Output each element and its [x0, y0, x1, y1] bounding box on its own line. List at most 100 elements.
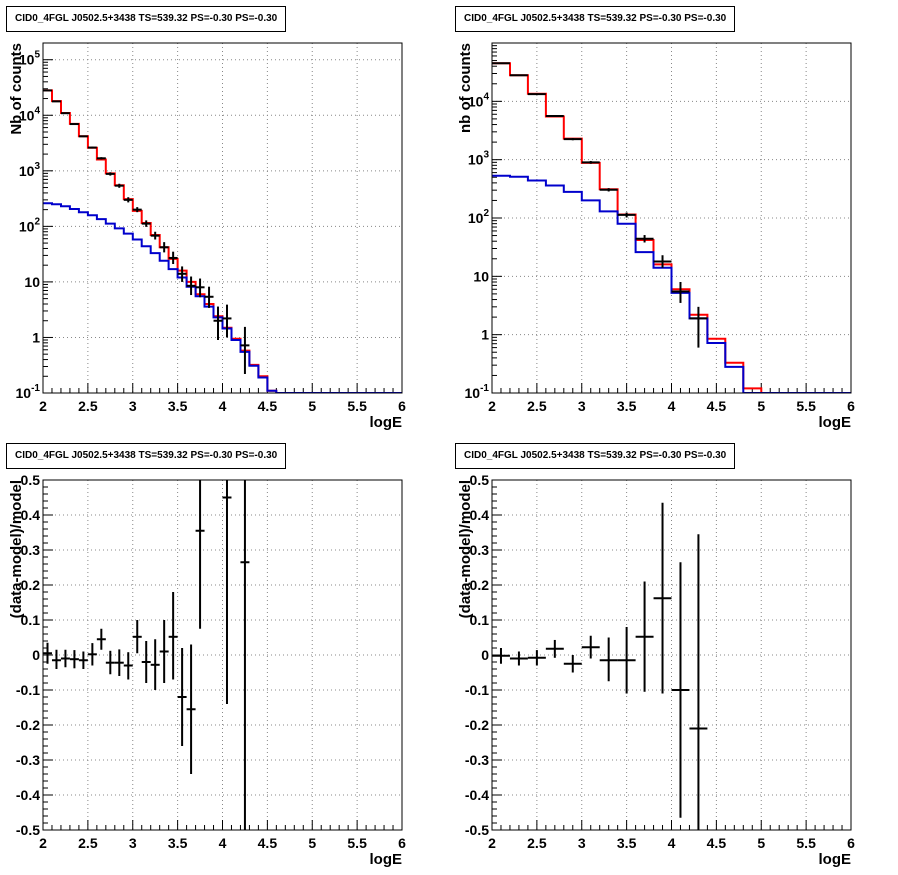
y-tick-label: 103 — [468, 150, 490, 168]
data-point — [653, 502, 672, 694]
data-point — [186, 644, 196, 774]
y-tick-exponent: 2 — [483, 208, 489, 219]
x-tick-label: 5.5 — [796, 398, 816, 414]
data-point — [222, 304, 232, 338]
plot-area — [43, 89, 402, 393]
y-tick-label: 0.3 — [470, 542, 490, 558]
data-point — [195, 278, 205, 298]
y-tick-exponent: 3 — [34, 161, 40, 172]
plot-area — [492, 62, 851, 393]
y-axis-title: Nb of counts — [8, 43, 25, 135]
y-tick-label: -0.4 — [16, 787, 40, 803]
y-tick-label: -0.5 — [465, 822, 489, 838]
y-tick-base: 10 — [468, 152, 484, 168]
x-tick-label: 3.5 — [168, 835, 188, 851]
y-tick-base: 10 — [19, 52, 35, 68]
data-point — [509, 74, 528, 77]
x-tick-label: 2 — [488, 835, 496, 851]
data-point — [599, 188, 618, 192]
data-point — [195, 480, 205, 629]
data-point — [689, 306, 708, 348]
plot-area — [492, 502, 708, 830]
y-tick-label: -0.1 — [16, 682, 40, 698]
y-tick-label: 0.5 — [21, 472, 41, 488]
data-point — [87, 146, 97, 149]
plot-frame — [491, 42, 852, 394]
data-point — [123, 652, 133, 680]
x-tick-label: 5 — [757, 835, 765, 851]
data-point — [213, 306, 223, 340]
y-tick-label: 105 — [19, 50, 41, 68]
x-axis-title: logE — [819, 414, 852, 431]
data-point — [43, 642, 52, 664]
data-point — [671, 562, 690, 818]
data-point — [141, 220, 151, 227]
x-tick-label: 3.5 — [617, 398, 637, 414]
data-point — [563, 655, 582, 673]
y-tick-exponent: 5 — [34, 50, 40, 61]
data-point — [635, 581, 654, 692]
chart-title: CID0_4FGL J0502.5+3438 TS=539.32 PS=-0.3… — [6, 6, 287, 32]
data-point — [168, 251, 178, 265]
data-point — [177, 266, 187, 282]
grid — [491, 479, 852, 831]
data-point — [240, 326, 250, 374]
x-tick-label: 4 — [668, 835, 676, 851]
x-tick-label: 5.5 — [796, 835, 816, 851]
y-tick-label: 10-1 — [465, 383, 490, 401]
y-tick-label: -0.2 — [16, 717, 40, 733]
data-point — [492, 648, 510, 664]
x-tick-label: 2.5 — [527, 835, 547, 851]
plot-frame — [42, 42, 403, 394]
y-tick-base: 10 — [16, 385, 32, 401]
y-tick-label: -0.3 — [465, 752, 489, 768]
y-tick-exponent: 3 — [483, 150, 489, 161]
y-tick-label: 102 — [19, 216, 41, 234]
x-tick-label: 2 — [39, 835, 47, 851]
x-tick-label: 3 — [578, 398, 586, 414]
x-tick-label: 4.5 — [707, 398, 727, 414]
data-point — [581, 160, 600, 164]
panel-residuals-right: CID0_4FGL J0502.5+3438 TS=539.32 PS=-0.3… — [449, 437, 898, 874]
counts-spectrum-chart: 2 2.5 3 3.5 4 4.5 5 5.5 610-1110102103104105logE… — [8, 42, 406, 431]
y-tick-label: 1 — [32, 329, 40, 345]
y-tick-label: 0.1 — [21, 612, 41, 628]
x-tick-label: 5 — [757, 398, 765, 414]
x-tick-label: 6 — [847, 835, 855, 851]
data-point — [653, 255, 672, 268]
y-tick-label: 104 — [468, 91, 490, 109]
y-tick-label: -0.4 — [465, 787, 489, 803]
data-point — [51, 100, 61, 103]
y-tick-exponent: 2 — [34, 216, 40, 227]
x-axis-title: logE — [370, 414, 403, 431]
x-tick-label: 3.5 — [617, 835, 637, 851]
counts-spectrum-chart: 2 2.5 3 3.5 4 4.5 5 5.5 610-1110102103104logEnb … — [457, 42, 855, 431]
x-tick-label: 6 — [847, 398, 855, 414]
data-point — [240, 480, 250, 830]
model-total-histogram — [43, 89, 402, 393]
data-point — [545, 115, 564, 118]
panel-counts-right: CID0_4FGL J0502.5+3438 TS=539.32 PS=-0.3… — [449, 0, 898, 437]
x-tick-label: 3.5 — [168, 398, 188, 414]
data-point — [78, 135, 88, 138]
y-tick-exponent: 4 — [34, 105, 40, 116]
y-tick-label: 0.5 — [470, 472, 490, 488]
chart-title: CID0_4FGL J0502.5+3438 TS=539.32 PS=-0.3… — [455, 6, 736, 32]
data-point — [141, 641, 151, 683]
x-tick-label: 5.5 — [347, 835, 367, 851]
x-tick-label: 3 — [129, 835, 137, 851]
x-tick-label: 3 — [578, 835, 586, 851]
data-point — [527, 650, 546, 666]
x-axis-title: logE — [370, 851, 403, 868]
y-tick-label: -0.3 — [16, 752, 40, 768]
x-tick-label: 6 — [398, 835, 406, 851]
data-point — [527, 93, 546, 96]
data-point — [581, 635, 600, 659]
y-tick-label: 0 — [32, 647, 40, 663]
x-tick-label: 4 — [219, 835, 227, 851]
data-point — [87, 643, 97, 666]
y-tick-base: 10 — [19, 163, 35, 179]
y-tick-label: 0.2 — [21, 577, 41, 593]
data-point — [51, 649, 61, 669]
x-tick-label: 2.5 — [78, 835, 98, 851]
